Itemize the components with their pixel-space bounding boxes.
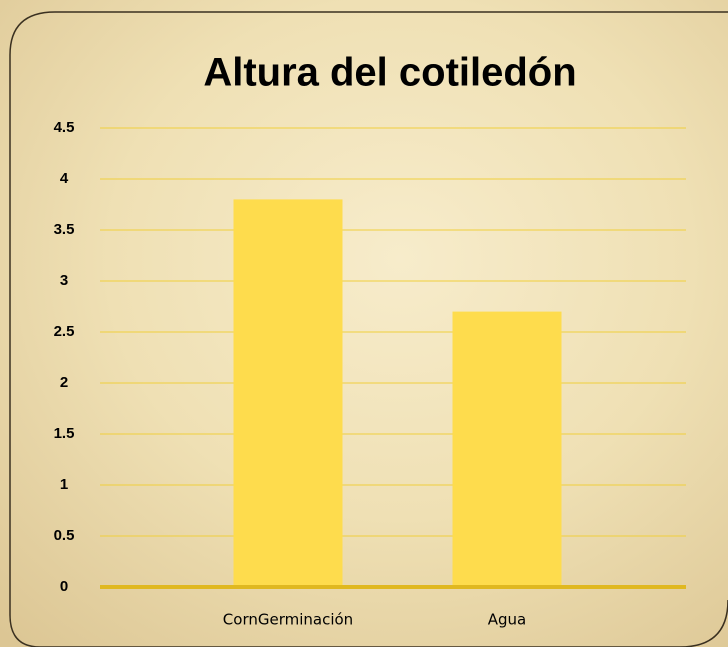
x-tick-label: Agua: [488, 611, 526, 629]
y-tick-label: 4: [60, 170, 69, 187]
bar: [453, 312, 562, 587]
y-tick-label: 0: [60, 578, 68, 595]
y-tick-label: 2: [60, 374, 68, 391]
bar: [234, 199, 343, 587]
background: [0, 0, 728, 647]
y-tick-label: 0.5: [54, 527, 75, 544]
y-tick-label: 3: [60, 272, 68, 289]
chart: Altura del cotiledón 0 0.5 1 1.5 2 2.5 3 3.5 4 4.…: [0, 0, 728, 647]
y-tick-label: 1.5: [54, 425, 75, 442]
y-tick-label: 2.5: [54, 323, 75, 340]
page: {"chart_data": {"type": "bar", "title": …: [0, 0, 728, 647]
chart-title: Altura del cotiledón: [203, 51, 576, 95]
y-tick-label: 4.5: [54, 119, 75, 136]
x-tick-label: CornGerminación: [223, 611, 353, 629]
y-tick-label: 1: [60, 476, 68, 493]
y-tick-label: 3.5: [54, 221, 75, 238]
